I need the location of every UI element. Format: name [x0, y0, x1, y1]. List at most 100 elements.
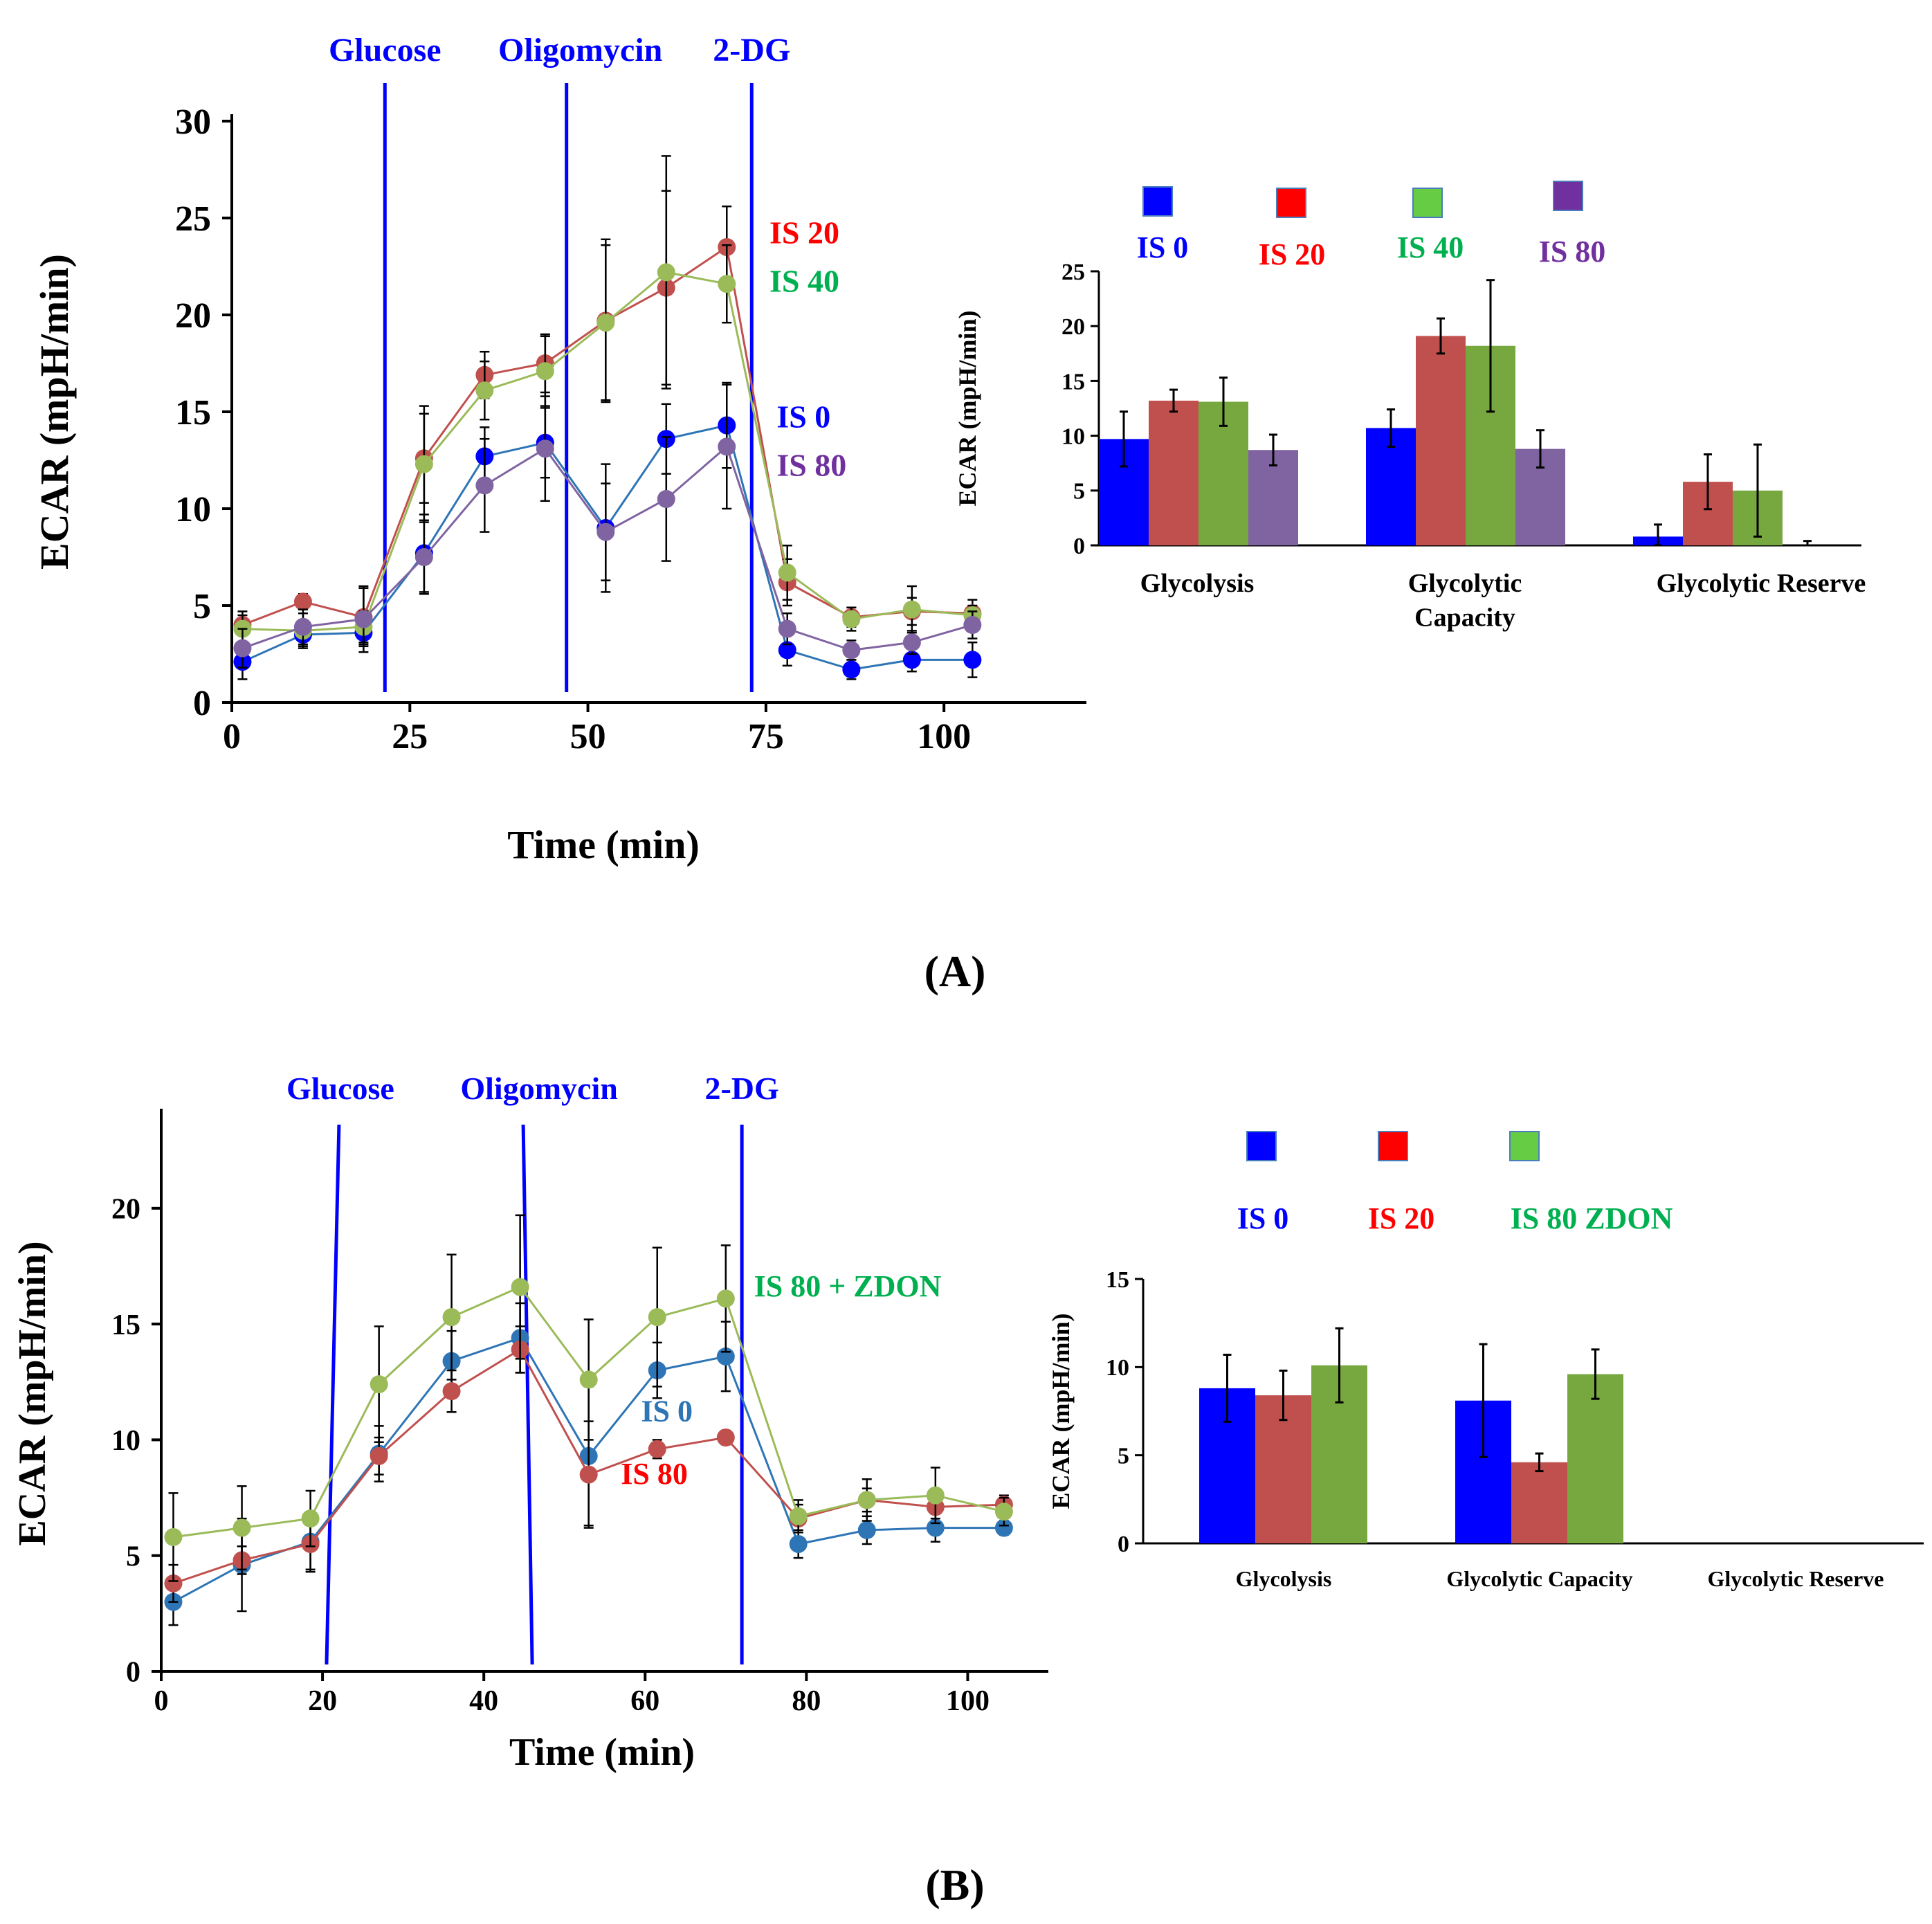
legend-label: IS 20: [1259, 237, 1326, 271]
bar-is-80-zdon: [1567, 1374, 1623, 1543]
x-tick-label: 60: [630, 1685, 659, 1717]
legend-swatch: [1509, 1131, 1540, 1161]
panel-label-b: (B): [925, 1860, 984, 1909]
data-point: [902, 600, 921, 619]
y-tick-label: 10: [1061, 424, 1085, 450]
legend-swatch: [1142, 186, 1173, 217]
y-tick-label: 25: [1061, 260, 1085, 285]
data-point: [596, 314, 615, 332]
category-glycolytic-capacity: Glycolytic Capacity: [1366, 279, 1565, 632]
legend-swatch: [1276, 188, 1306, 218]
data-point: [842, 610, 861, 628]
data-point: [579, 1465, 598, 1484]
data-point: [442, 1382, 461, 1401]
chart-a-bar-summary: 0 5 10 15 20 25 ECAR (mpH/min) Glycolysis Glycol…: [954, 181, 1866, 632]
series-label-is-80: IS 80: [621, 1457, 688, 1491]
injection-label-2-dg: 2-DG: [704, 1071, 778, 1106]
x-tick-label: 0: [154, 1685, 169, 1717]
data-point: [233, 639, 252, 657]
y-tick-label: 15: [175, 393, 211, 433]
x-tick-label: 20: [308, 1685, 337, 1717]
series-label-is-80: IS 80: [776, 447, 846, 482]
data-point: [475, 476, 494, 495]
category-label: Glycolysis: [1140, 569, 1255, 598]
y-tick-label: 30: [175, 102, 211, 142]
data-point: [475, 381, 494, 400]
y-tick-label: 20: [111, 1194, 140, 1226]
panel-label-a: (A): [924, 947, 986, 996]
legend-label: IS 80: [1539, 235, 1606, 269]
injection-label-glucose: Glucose: [329, 32, 441, 69]
x-tick-label: 75: [748, 717, 784, 756]
data-point: [293, 617, 312, 636]
series-label-is-80-zdon: IS 80 + ZDON: [754, 1269, 942, 1303]
y-tick-label: 0: [1118, 1532, 1129, 1557]
chart-b-time-course: 0 5 10 15 20 0 20 40 60 80 100 Time (min) ECAR (mpH/…: [11, 1071, 1048, 1774]
bar-is-20: [1416, 336, 1466, 545]
series-label-is-40: IS 40: [769, 263, 839, 298]
y-tick-label: 5: [193, 587, 211, 626]
y-tick-label: 20: [175, 296, 211, 336]
legend-label: IS 20: [1368, 1201, 1435, 1235]
data-point: [994, 1503, 1013, 1521]
x-axis-label: Time (min): [507, 822, 700, 867]
category-label: Glycolytic Reserve: [1657, 569, 1866, 598]
category-label: Glycolytic Capacity: [1446, 1566, 1632, 1591]
series-line: [241, 444, 973, 651]
injection-label-glucose: Glucose: [286, 1071, 394, 1106]
data-point: [648, 1440, 666, 1458]
legend-item-is-80: IS 80: [1539, 181, 1606, 269]
category-glycolytic-reserve: Glycolytic Reserve: [1708, 1566, 1884, 1591]
legend-label: IS 0: [1137, 230, 1189, 264]
x-axis-label: Time (min): [509, 1731, 695, 1774]
data-point: [354, 610, 373, 628]
category-label: Capacity: [1414, 603, 1515, 632]
data-point: [716, 1289, 735, 1308]
data-point: [414, 455, 433, 473]
y-axis-label: ECAR (mpH/min): [11, 1241, 54, 1545]
data-point: [842, 660, 861, 679]
y-tick-label: 5: [126, 1541, 140, 1572]
data-point: [233, 1518, 251, 1537]
x-tick-label: 100: [946, 1685, 990, 1717]
legend-item-is-20: IS 20: [1259, 188, 1326, 271]
x-tick-label: 50: [570, 717, 606, 756]
y-axis-label: ECAR (mpH/min): [954, 310, 981, 506]
legend-item-is-40: IS 40: [1397, 188, 1464, 264]
chart-b-bar-summary: 0 5 10 15 ECAR (mpH/min) Glycolysis Glycolytic…: [1047, 1131, 1924, 1591]
y-tick-label: 0: [1073, 534, 1085, 559]
legend-label: IS 40: [1397, 230, 1464, 264]
data-point: [442, 1308, 461, 1327]
x-tick-label: 80: [792, 1685, 821, 1717]
category-glycolysis: Glycolysis: [1099, 376, 1298, 598]
y-tick-label: 5: [1073, 479, 1085, 505]
y-tick-label: 0: [193, 684, 211, 723]
data-point: [789, 1507, 808, 1525]
data-point: [842, 641, 861, 660]
y-tick-label: 25: [175, 199, 211, 239]
data-point: [370, 1375, 388, 1394]
data-point: [164, 1527, 183, 1546]
legend-item-is-20: IS 20: [1368, 1131, 1435, 1235]
data-point: [414, 548, 433, 566]
injection-label-oligomycin: Oligomycin: [460, 1071, 617, 1106]
data-point: [579, 1370, 598, 1389]
series-label-is-20: IS 20: [769, 215, 839, 250]
data-point: [902, 633, 921, 652]
data-point: [301, 1509, 320, 1528]
data-point: [926, 1486, 945, 1505]
y-tick-label: 10: [175, 490, 211, 529]
data-point: [718, 437, 736, 456]
series-is-20: [233, 190, 982, 648]
data-point: [789, 1534, 808, 1553]
legend-item-is-0: IS 0: [1137, 186, 1189, 264]
y-tick-label: 10: [111, 1425, 140, 1457]
bar-is-20: [1511, 1462, 1567, 1543]
category-label: Glycolytic Reserve: [1708, 1566, 1884, 1591]
legend-label: IS 0: [1237, 1201, 1289, 1235]
data-point: [857, 1521, 876, 1539]
injection-line-glucose: [325, 1124, 341, 1665]
data-point: [657, 490, 675, 508]
injection-label-2-dg: 2-DG: [713, 32, 790, 69]
